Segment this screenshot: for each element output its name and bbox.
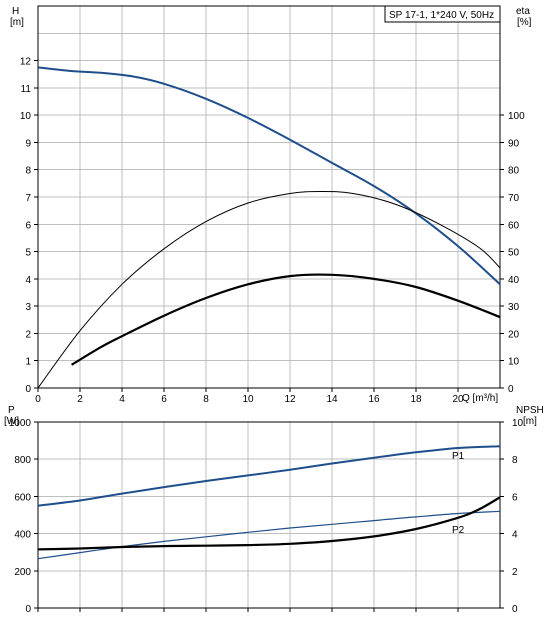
x-tick-label: 4 bbox=[119, 394, 125, 405]
x-tick-label: 10 bbox=[242, 394, 254, 405]
y-tick-label: 12 bbox=[20, 57, 32, 68]
y2-tick-label: 0 bbox=[512, 604, 518, 615]
bottom-y2-axis-unit: [m] bbox=[523, 416, 537, 427]
y2-tick-label: 70 bbox=[508, 193, 520, 204]
y-tick-label: 9 bbox=[25, 138, 31, 149]
x-tick-label: 8 bbox=[203, 394, 209, 405]
y-tick-label: 0 bbox=[25, 604, 31, 615]
y-tick-label: 4 bbox=[25, 275, 31, 286]
y2-tick-label: 10 bbox=[508, 357, 520, 368]
y-tick-label: 6 bbox=[25, 220, 31, 231]
bottom-y2-axis-label: NPSH bbox=[516, 405, 544, 416]
y-tick-label: 5 bbox=[25, 248, 31, 259]
bottom-y-axis-unit: [W] bbox=[4, 416, 19, 427]
y2-tick-label: 50 bbox=[508, 248, 520, 259]
y2-tick-label: 80 bbox=[508, 166, 520, 177]
eta-curve bbox=[37, 190, 501, 389]
x-tick-label: 16 bbox=[368, 394, 380, 405]
x-axis-label: Q [m³/h] bbox=[462, 393, 498, 404]
y-tick-label: 600 bbox=[14, 492, 31, 503]
y-tick-label: 7 bbox=[25, 193, 31, 204]
x-tick-label: 2 bbox=[77, 394, 83, 405]
y-tick-label: 10 bbox=[20, 111, 32, 122]
top-y-axis-label: H bbox=[12, 6, 19, 17]
y-tick-label: 2 bbox=[25, 329, 31, 340]
head-curve bbox=[37, 66, 501, 286]
y2-tick-label: 90 bbox=[508, 138, 520, 149]
y-tick-label: 8 bbox=[25, 166, 31, 177]
y2-tick-label: 20 bbox=[508, 329, 520, 340]
top-curves bbox=[37, 66, 501, 389]
x-tick-label: 18 bbox=[410, 394, 422, 405]
x-tick-label: 6 bbox=[161, 394, 167, 405]
y-tick-label: 800 bbox=[14, 455, 31, 466]
x-tick-label: 0 bbox=[35, 394, 41, 405]
y-tick-label: 1 bbox=[25, 357, 31, 368]
p2-curve bbox=[37, 510, 501, 560]
p1-curve bbox=[37, 445, 501, 507]
y-tick-label: 0 bbox=[25, 384, 31, 395]
top-y-axis-unit: [m] bbox=[10, 17, 24, 28]
top-ticks: 0 2 4 6 8 10 12 14 16 18 2001234567891011120102030… bbox=[20, 57, 525, 405]
bottom-curves bbox=[37, 445, 501, 560]
y2-tick-label: 10 bbox=[512, 418, 524, 429]
x-tick-label: 14 bbox=[326, 394, 338, 405]
title-box bbox=[384, 5, 501, 23]
bottom-y-axis-label: P bbox=[8, 405, 15, 416]
y2-tick-label: 40 bbox=[508, 275, 520, 286]
eta-total-curve bbox=[71, 273, 501, 366]
y2-tick-label: 0 bbox=[508, 384, 514, 395]
x-tick-label: 12 bbox=[284, 394, 296, 405]
y2-tick-label: 4 bbox=[512, 530, 518, 541]
y2-tick-label: 100 bbox=[508, 111, 525, 122]
y2-tick-label: 30 bbox=[508, 302, 520, 313]
y2-tick-label: 6 bbox=[512, 492, 518, 503]
bottom-plot-frame bbox=[37, 421, 501, 609]
npsh-curve bbox=[37, 496, 501, 551]
top-y2-axis-label: eta bbox=[516, 6, 530, 17]
chart-title: SP 17-1, 1*240 V, 50Hz bbox=[389, 10, 494, 21]
top-y2-axis-unit: [%] bbox=[517, 17, 532, 28]
bottom-ticks: 0 200 400 600 800 1000 0 2 4 6 8 10 bbox=[9, 418, 524, 615]
x-tick-label: 20 bbox=[452, 394, 464, 405]
y-tick-label: 11 bbox=[21, 84, 32, 95]
y-tick-label: 200 bbox=[14, 567, 31, 578]
y2-tick-label: 8 bbox=[512, 455, 518, 466]
y2-tick-label: 2 bbox=[512, 567, 518, 578]
y-tick-label: 1000 bbox=[9, 418, 32, 429]
series-label-p1: P1 bbox=[452, 451, 465, 462]
y-tick-label: 400 bbox=[14, 530, 31, 541]
series-label-p2: P2 bbox=[452, 525, 465, 536]
y-tick-label: 3 bbox=[25, 302, 31, 313]
y2-tick-label: 60 bbox=[508, 220, 520, 231]
